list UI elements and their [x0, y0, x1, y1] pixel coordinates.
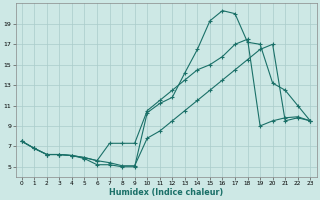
X-axis label: Humidex (Indice chaleur): Humidex (Indice chaleur): [109, 188, 223, 197]
